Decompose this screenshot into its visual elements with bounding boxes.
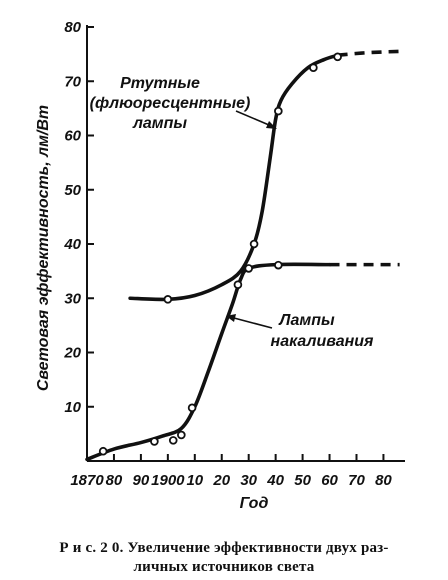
y-axis: 10 20 30 40 50 60 70 80	[63, 19, 94, 461]
series-0-curve	[128, 53, 340, 302]
series-layer	[85, 49, 400, 462]
y-tick-label: 40	[63, 236, 81, 253]
series-1-point	[187, 403, 197, 413]
mercury-label-line-1: Ртутные	[120, 75, 200, 92]
x-tick-label: 80	[106, 472, 123, 489]
x-tick-label: 30	[240, 472, 257, 489]
mercury-label-line-2: (флюоресцентные)	[90, 95, 251, 112]
caption-line-2: личных источников света	[134, 559, 315, 575]
x-axis: 1870 80 90 1900 10 20 30 40 50 60 70 80	[70, 454, 405, 489]
x-tick-label: 70	[348, 472, 365, 489]
x-tick-label: 90	[133, 472, 150, 489]
x-tick-label: 80	[375, 472, 392, 489]
mercury-lamp-label: Ртутные (флюоресцентные) лампы	[90, 75, 277, 132]
series-1-curve	[85, 262, 332, 462]
x-tick-label: 60	[321, 472, 338, 489]
x-tick-label: 10	[186, 472, 203, 489]
x-tick-label: 20	[212, 472, 230, 489]
series-0-point	[249, 239, 259, 249]
mercury-label-arrow	[266, 121, 277, 129]
series-0-point	[333, 52, 342, 62]
x-tick-label: 40	[266, 472, 284, 489]
series-0-point	[274, 106, 283, 116]
series-1-point	[244, 264, 253, 273]
x-tick-label: 50	[294, 472, 311, 489]
series-1-point	[168, 436, 178, 445]
series-1-point	[98, 446, 108, 456]
y-tick-label: 20	[63, 345, 81, 362]
x-tick-label: 1870	[70, 472, 104, 489]
y-tick-label: 30	[64, 290, 81, 307]
series-1-point	[177, 430, 186, 440]
incandescent-lamp-label: Лампы накаливания	[226, 312, 374, 350]
data-points-layer	[98, 52, 342, 456]
y-tick-label: 80	[64, 19, 81, 36]
series-1-point	[150, 437, 159, 446]
caption-line-1: Р и с. 2 0. Увеличение эффективности дву…	[59, 540, 388, 556]
incandescent-label-line-1: Лампы	[278, 312, 335, 329]
y-axis-title: Световая эффективность, лм/Вт	[35, 105, 52, 391]
x-axis-title: Год	[240, 495, 269, 512]
incandescent-label-arrow	[226, 314, 236, 322]
mercury-label-leader	[235, 110, 270, 126]
y-tick-label: 10	[64, 399, 81, 416]
y-tick-label: 50	[64, 182, 81, 199]
incandescent-label-leader	[233, 317, 273, 329]
y-tick-label: 60	[64, 128, 81, 145]
incandescent-label-line-2: накаливания	[271, 333, 374, 350]
x-tick-label: 1900	[151, 472, 185, 489]
series-1-point	[233, 280, 243, 289]
series-0-point	[163, 295, 173, 304]
series-1-point	[274, 260, 283, 270]
series-0-extrapolation	[337, 49, 400, 58]
mercury-label-line-3: лампы	[132, 115, 187, 132]
y-tick-label: 70	[64, 73, 81, 90]
series-0-point	[309, 63, 318, 72]
